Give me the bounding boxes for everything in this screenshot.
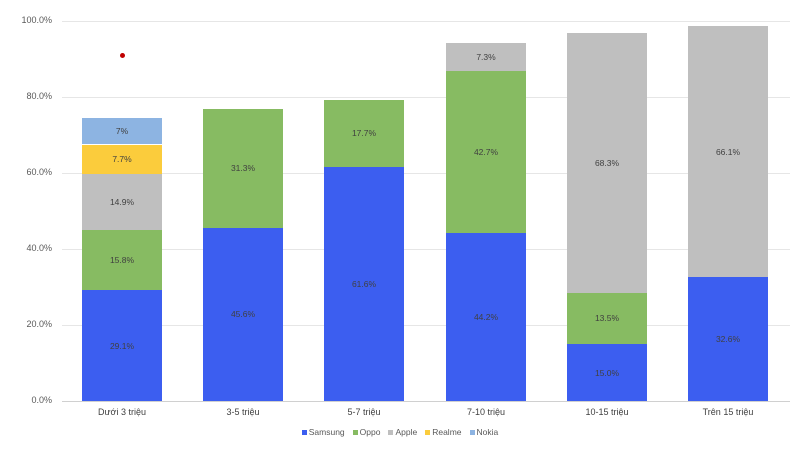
y-tick-label: 80.0%	[26, 91, 52, 101]
legend: Samsung Oppo Apple Realme Nokia	[0, 427, 800, 437]
bar-segment-samsung: 44.2%	[446, 233, 526, 401]
legend-swatch-icon	[425, 429, 431, 435]
data-label: 66.1%	[715, 146, 741, 157]
bar-segment-samsung: 29.1%	[82, 290, 162, 401]
gridline	[62, 97, 790, 98]
x-tick-label: 5-7 triệu	[347, 407, 381, 417]
legend-item-realme: Realme	[425, 427, 462, 437]
bar-segment-nokia: 7%	[82, 117, 162, 145]
bar-segment-samsung: 61.6%	[324, 166, 404, 401]
legend-item-apple: Apple	[388, 427, 417, 437]
gridline	[62, 249, 790, 250]
data-label: 7%	[115, 126, 129, 137]
bar-segment-oppo: 31.3%	[203, 108, 283, 228]
x-tick-label: Dưới 3 triệu	[98, 407, 146, 417]
red-marker-dot	[120, 53, 125, 59]
x-axis-line	[62, 401, 790, 402]
bar-segment-apple: 66.1%	[688, 25, 768, 278]
x-tick-label: 10-15 triệu	[585, 407, 629, 417]
bar-segment-samsung: 45.6%	[203, 227, 283, 401]
bar-segment-apple: 14.9%	[82, 173, 162, 231]
x-tick-label: 3-5 triệu	[226, 407, 260, 417]
y-tick-label: 20.0%	[26, 319, 52, 329]
bar-segment-oppo: 15.8%	[82, 230, 162, 291]
legend-label: Samsung	[308, 427, 345, 437]
legend-swatch-icon	[469, 429, 475, 435]
y-tick-label: 100.0%	[21, 15, 52, 25]
legend-label: Nokia	[476, 427, 499, 437]
y-tick-label: 40.0%	[26, 243, 52, 253]
legend-swatch-icon	[301, 429, 307, 435]
data-label: 61.6%	[351, 278, 377, 289]
data-label: 31.3%	[230, 163, 256, 174]
data-label: 17.7%	[351, 128, 377, 139]
bar-segment-samsung: 15.0%	[567, 344, 647, 401]
data-label: 13.5%	[594, 313, 620, 324]
legend-item-nokia: Nokia	[469, 427, 499, 437]
data-label: 42.7%	[473, 146, 499, 157]
legend-label: Realme	[432, 427, 462, 437]
bar-segment-oppo: 17.7%	[324, 99, 404, 167]
legend-label: Apple	[395, 427, 418, 437]
data-label: 68.3%	[594, 157, 620, 168]
gridline	[62, 325, 790, 326]
gridline	[62, 173, 790, 174]
bar-segment-apple: 68.3%	[567, 33, 647, 293]
y-tick-label: 60.0%	[26, 167, 52, 177]
data-label: 7.3%	[476, 51, 496, 62]
data-label: 7.7%	[112, 154, 132, 165]
y-tick-label: 0.0%	[31, 395, 52, 405]
data-label: 32.6%	[715, 334, 741, 345]
legend-swatch-icon	[388, 429, 394, 435]
data-label: 45.6%	[230, 309, 256, 320]
data-label: 14.9%	[109, 197, 135, 208]
bar-segment-samsung: 32.6%	[688, 277, 768, 401]
bar-segment-oppo: 42.7%	[446, 70, 526, 234]
data-label: 44.2%	[473, 312, 499, 322]
x-tick-label: Trên 15 triệu	[702, 407, 754, 417]
bar-segment-apple: 7.3%	[446, 43, 526, 71]
gridline	[62, 21, 790, 22]
data-label: 15.0%	[594, 367, 620, 378]
legend-item-oppo: Oppo	[352, 427, 381, 437]
bar-segment-oppo: 13.5%	[567, 292, 647, 344]
x-tick-label: 7-10 triệu	[466, 407, 506, 417]
legend-swatch-icon	[352, 429, 358, 435]
data-label: 15.8%	[109, 255, 135, 266]
legend-label: Oppo	[359, 427, 381, 437]
bar-segment-realme: 7.7%	[82, 144, 162, 174]
legend-item-samsung: Samsung	[301, 427, 345, 437]
data-label: 29.1%	[109, 340, 135, 351]
